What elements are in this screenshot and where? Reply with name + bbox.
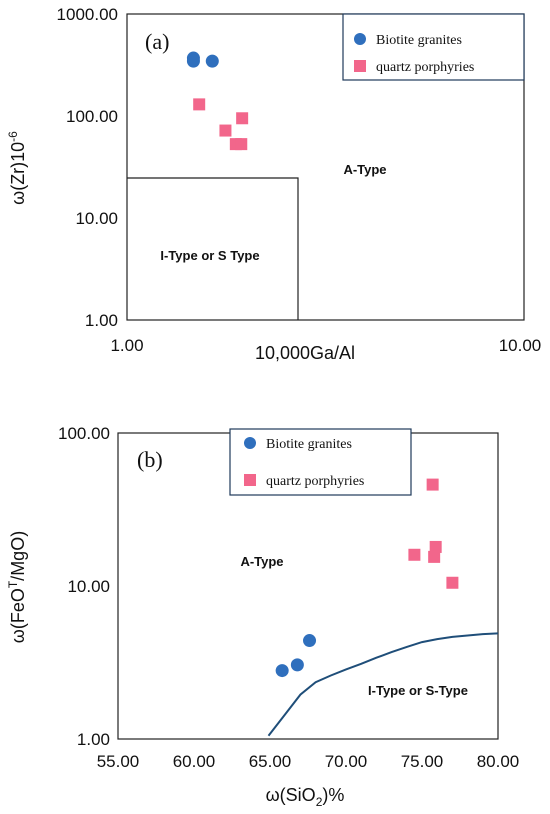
data-point-biotite-granite — [275, 664, 289, 678]
data-point-quartz-porphyry — [426, 478, 439, 491]
legend-label: Biotite granites — [266, 437, 352, 452]
x-axis-label: ω(SiO2)% — [266, 785, 345, 809]
data-point-quartz-porphyry — [193, 98, 206, 111]
y-tick-label: 1.00 — [77, 730, 110, 749]
y-tick-label: 1.00 — [85, 311, 118, 330]
panel-label: (a) — [145, 29, 169, 54]
data-point-biotite-granite — [290, 658, 304, 672]
x-axis-label: 10,000Ga/Al — [255, 343, 355, 363]
data-point-biotite-granite — [205, 54, 219, 68]
region-label-a-type: A-Type — [343, 162, 386, 177]
y-axis-label-main: ω(Zr)10 — [8, 142, 28, 205]
data-point-quartz-porphyry — [408, 548, 421, 561]
x-tick-label: 60.00 — [173, 752, 216, 771]
panel-a: 1000.00 100.00 10.00 1.00 1.00 10.00 10,… — [6, 5, 541, 363]
region-label-a-type: A-Type — [240, 554, 283, 569]
data-point-quartz-porphyry — [236, 112, 249, 125]
data-point-quartz-porphyry — [219, 124, 232, 137]
y-axis-label: ω(Zr)10-6 — [6, 131, 28, 205]
legend-box — [342, 13, 525, 81]
y-axis-label-sup: -6 — [6, 131, 20, 142]
data-point-quartz-porphyry — [429, 540, 442, 553]
x-axis-label-main: ω(SiO — [266, 785, 316, 805]
y-tick-label: 1000.00 — [57, 5, 118, 24]
data-point-quartz-porphyry — [428, 550, 441, 563]
y-tick-label: 10.00 — [67, 577, 110, 596]
data-marks-b — [267, 478, 499, 737]
y-axis-label-tail: /MgO) — [8, 531, 28, 581]
y-tick-label: 10.00 — [75, 209, 118, 228]
x-tick-label: 80.00 — [477, 752, 520, 771]
legend-marker-quartz — [244, 474, 256, 486]
legend-marker-biotite — [244, 437, 256, 449]
data-marks-a — [186, 51, 249, 151]
y-axis-label-sup: T — [6, 580, 20, 588]
x-axis-label-sub: 2 — [316, 795, 323, 809]
legend-marker-biotite — [354, 33, 366, 45]
is-type-boundary-curve — [267, 632, 499, 737]
y-tick-label: 100.00 — [66, 107, 118, 126]
is-type-boundary-a — [127, 177, 299, 320]
region-label-is-type: I-Type or S-Type — [368, 683, 468, 698]
legend-marker-quartz — [354, 60, 366, 72]
y-axis-label: ω(FeOT/MgO) — [6, 531, 28, 643]
x-axis-label-tail: )% — [322, 785, 344, 805]
x-tick-label: 55.00 — [97, 752, 140, 771]
legend-label: quartz porphyries — [376, 60, 474, 75]
y-axis-label-main: ω(FeO — [8, 588, 28, 643]
legend-label: Biotite granites — [376, 33, 462, 48]
data-point-biotite-granite — [186, 54, 200, 68]
data-point-quartz-porphyry — [235, 138, 248, 151]
data-point-biotite-granite — [303, 634, 317, 648]
x-tick-label: 65.00 — [249, 752, 292, 771]
legend-box — [229, 428, 412, 496]
region-label-is-type: I-Type or S Type — [160, 248, 259, 263]
y-tick-label: 100.00 — [58, 424, 110, 443]
panel-b: 100.00 10.00 1.00 55.00 60.00 65.00 70.0… — [6, 424, 519, 809]
x-tick-label: 70.00 — [325, 752, 368, 771]
x-tick-label: 10.00 — [499, 336, 542, 355]
data-point-quartz-porphyry — [446, 576, 459, 589]
x-tick-label: 75.00 — [401, 752, 444, 771]
panel-label: (b) — [137, 447, 163, 472]
x-tick-label: 1.00 — [110, 336, 143, 355]
legend-label: quartz porphyries — [266, 474, 364, 489]
